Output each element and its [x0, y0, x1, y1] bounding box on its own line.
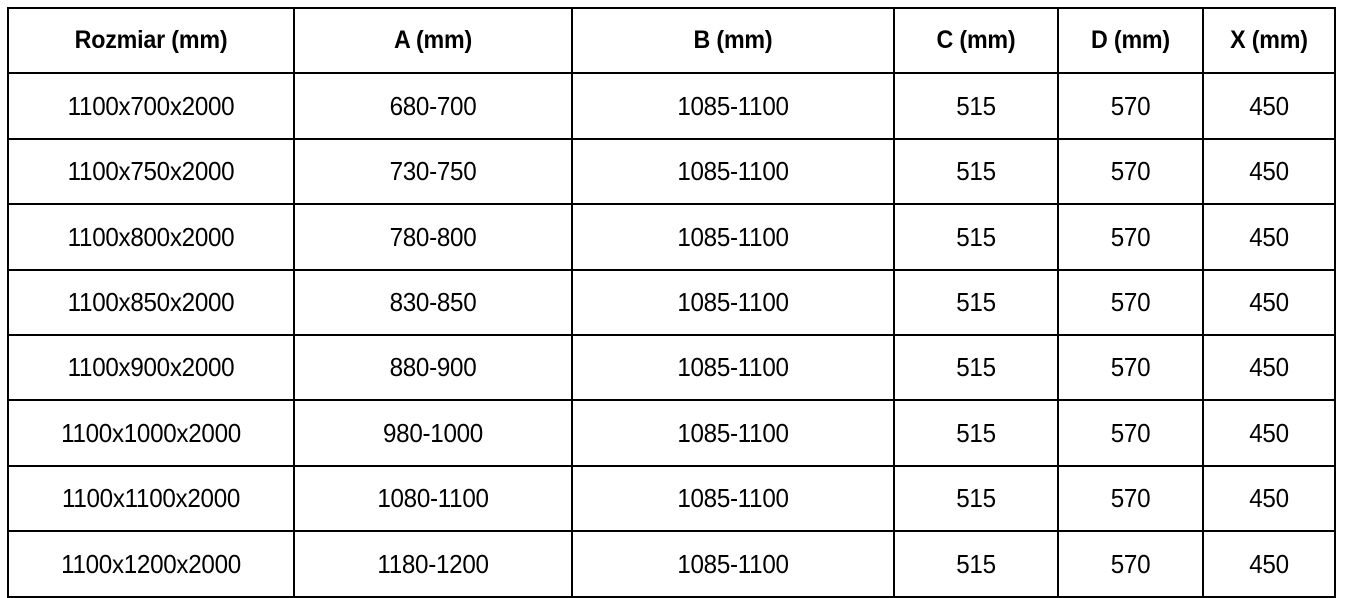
cell-d: 570	[1062, 72, 1199, 140]
cell-b: 1085-1100	[582, 464, 884, 533]
cell-b: 1085-1100	[582, 399, 884, 467]
table-row: 1100x850x2000 830-850 1085-1100 515 570 …	[8, 268, 1335, 336]
cell-c: 515	[898, 530, 1054, 598]
cell-size: 1100x700x2000	[17, 72, 285, 140]
cell-c: 515	[898, 399, 1054, 467]
cell-b: 1085-1100	[582, 268, 884, 336]
table-row: 1100x700x2000 680-700 1085-1100 515 570 …	[8, 72, 1335, 140]
cell-x: 450	[1206, 333, 1332, 402]
cell-d: 570	[1062, 464, 1199, 533]
cell-b: 1085-1100	[582, 530, 884, 598]
cell-a: 680-700	[302, 72, 564, 140]
column-header-c: C (mm)	[898, 6, 1054, 75]
column-header-b: B (mm)	[582, 6, 884, 75]
cell-x: 450	[1206, 399, 1332, 467]
cell-c: 515	[898, 333, 1054, 402]
shower-enclosure-dimensions-table: Rozmiar (mm) A (mm) B (mm) C (mm) D (mm)…	[7, 6, 1336, 598]
cell-size: 1100x1100x2000	[17, 464, 285, 533]
cell-a: 1180-1200	[302, 530, 564, 598]
column-header-a: A (mm)	[302, 6, 564, 75]
cell-a: 780-800	[302, 203, 564, 271]
cell-a: 730-750	[302, 137, 564, 206]
cell-x: 450	[1206, 530, 1332, 598]
cell-b: 1085-1100	[582, 203, 884, 271]
cell-d: 570	[1062, 137, 1199, 206]
table-row: 1100x900x2000 880-900 1085-1100 515 570 …	[8, 333, 1335, 402]
cell-d: 570	[1062, 268, 1199, 336]
table-row: 1100x750x2000 730-750 1085-1100 515 570 …	[8, 137, 1335, 206]
cell-size: 1100x1000x2000	[17, 399, 285, 467]
table-body: 1100x700x2000 680-700 1085-1100 515 570 …	[8, 72, 1335, 598]
cell-d: 570	[1062, 333, 1199, 402]
cell-c: 515	[898, 72, 1054, 140]
column-header-x: X (mm)	[1206, 6, 1332, 75]
cell-x: 450	[1206, 72, 1332, 140]
cell-x: 450	[1206, 137, 1332, 206]
cell-a: 880-900	[302, 333, 564, 402]
cell-x: 450	[1206, 268, 1332, 336]
table-header-row: Rozmiar (mm) A (mm) B (mm) C (mm) D (mm)…	[8, 6, 1335, 75]
table-header: Rozmiar (mm) A (mm) B (mm) C (mm) D (mm)…	[8, 6, 1335, 75]
cell-size: 1100x750x2000	[17, 137, 285, 206]
cell-d: 570	[1062, 399, 1199, 467]
cell-c: 515	[898, 464, 1054, 533]
cell-size: 1100x800x2000	[17, 203, 285, 271]
cell-size: 1100x1200x2000	[17, 530, 285, 598]
cell-x: 450	[1206, 203, 1332, 271]
table-row: 1100x1200x2000 1180-1200 1085-1100 515 5…	[8, 530, 1335, 598]
cell-a: 830-850	[302, 268, 564, 336]
column-header-d: D (mm)	[1062, 6, 1199, 75]
cell-c: 515	[898, 203, 1054, 271]
cell-size: 1100x850x2000	[17, 268, 285, 336]
cell-b: 1085-1100	[582, 137, 884, 206]
cell-d: 570	[1062, 203, 1199, 271]
table-row: 1100x1000x2000 980-1000 1085-1100 515 57…	[8, 399, 1335, 467]
cell-x: 450	[1206, 464, 1332, 533]
cell-b: 1085-1100	[582, 333, 884, 402]
cell-a: 980-1000	[302, 399, 564, 467]
table-row: 1100x1100x2000 1080-1100 1085-1100 515 5…	[8, 464, 1335, 533]
cell-a: 1080-1100	[302, 464, 564, 533]
cell-size: 1100x900x2000	[17, 333, 285, 402]
cell-c: 515	[898, 268, 1054, 336]
cell-b: 1085-1100	[582, 72, 884, 140]
cell-c: 515	[898, 137, 1054, 206]
table-row: 1100x800x2000 780-800 1085-1100 515 570 …	[8, 203, 1335, 271]
column-header-size: Rozmiar (mm)	[17, 6, 285, 75]
cell-d: 570	[1062, 530, 1199, 598]
